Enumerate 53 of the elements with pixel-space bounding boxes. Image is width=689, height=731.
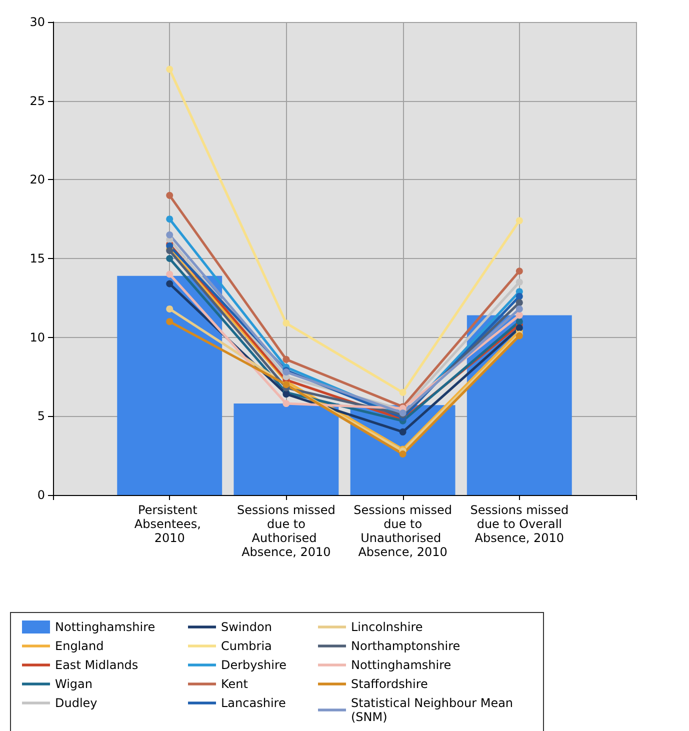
legend-label: Dudley [55, 696, 98, 710]
point [166, 255, 174, 262]
legend-label: England [55, 639, 104, 653]
legend-label: Lancashire [221, 696, 286, 710]
bar [234, 404, 339, 495]
point [282, 356, 290, 363]
legend-label: Swindon [221, 620, 272, 634]
legend-label: Derbyshire [221, 658, 287, 672]
point [516, 278, 523, 286]
y-tick-label: 30 [30, 15, 45, 29]
x-tick-label: Sessions missed due to Unauthorised Absence, 2010 [354, 503, 452, 559]
bar [117, 276, 222, 495]
y-tick-label: 25 [30, 94, 45, 108]
point [399, 428, 406, 436]
y-tick-label: 10 [30, 330, 45, 344]
legend-label: Kent [221, 677, 248, 691]
legend-label: Cumbria [221, 639, 272, 653]
legend-label: Northamptonshire [351, 639, 460, 653]
legend-label: East Midlands [55, 658, 138, 672]
point [516, 312, 523, 319]
point [516, 292, 523, 300]
x-tick-label: Sessions missed due to Authorised Absence, 2010 [237, 503, 336, 559]
y-tick-label: 20 [30, 172, 45, 187]
point [516, 299, 523, 306]
legend-label: Nottinghamshire [351, 658, 452, 672]
point [166, 66, 174, 73]
point [166, 231, 174, 238]
legend-label: Lincolnshire [351, 620, 423, 634]
legend-label: Staffordshire [351, 677, 428, 691]
legend-label: Wigan [55, 677, 93, 691]
point [399, 389, 406, 396]
point [282, 320, 290, 327]
point [166, 192, 174, 199]
point [399, 450, 406, 458]
point [516, 318, 523, 326]
y-tick-label: 5 [37, 409, 45, 424]
point [166, 305, 174, 312]
point [516, 268, 523, 275]
x-tick-label: Persistent Absentees, 2010 [134, 503, 205, 545]
y-tick-label: 0 [37, 488, 45, 502]
x-tick-label: Sessions missed due to Overall Absence, 2010 [470, 503, 569, 545]
point [282, 400, 290, 408]
point [166, 216, 174, 223]
point [166, 280, 174, 288]
point [516, 217, 523, 224]
bar [466, 315, 572, 495]
legend-label: Statistical Neighbour Mean (SNM) [351, 696, 517, 724]
y-tick-label: 15 [30, 252, 45, 266]
point [516, 324, 523, 332]
legend-label: Nottinghamshire [55, 620, 156, 634]
point [166, 318, 174, 326]
point [166, 270, 174, 278]
point [516, 305, 523, 312]
